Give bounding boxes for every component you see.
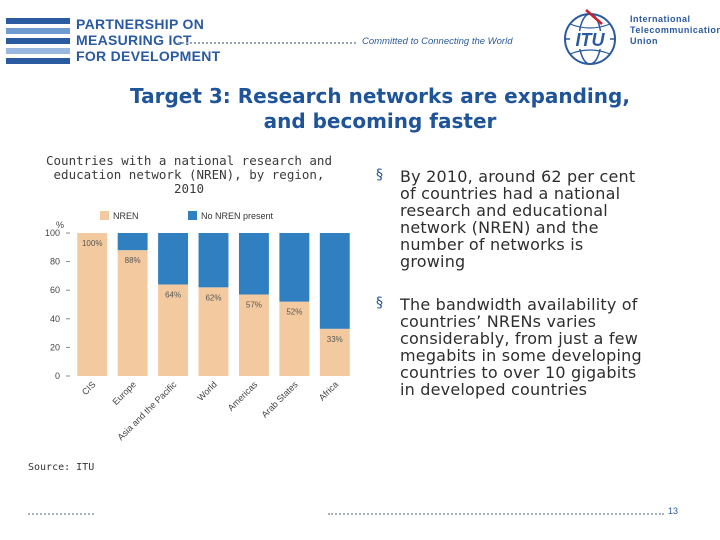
bar-segment (279, 233, 310, 302)
category-label: Arab States (259, 379, 300, 420)
chart-title-line: 2010 (173, 181, 205, 196)
bar-segment (158, 284, 189, 376)
y-tick-label: 60 (50, 285, 60, 295)
bullet-item: § The bandwidth availability of countrie… (374, 295, 714, 399)
bar-segment (117, 233, 148, 251)
bar-segment (158, 233, 189, 285)
logo-line: PARTNERSHIP ON (76, 16, 205, 32)
legend-swatch (100, 211, 109, 220)
legend-swatch (188, 211, 197, 220)
legend-label: No NREN present (201, 211, 274, 221)
partnership-logo-bars (6, 18, 70, 68)
bar-segment (77, 233, 108, 376)
data-label: 88% (125, 256, 141, 265)
bar-segment (198, 233, 229, 288)
chart-title-line: education network (NREN), by region, (53, 167, 325, 182)
bar-segment (238, 233, 269, 295)
bullet-line: countries’ NRENs varies (400, 312, 597, 331)
bar-segment (238, 294, 269, 376)
nren-stacked-bar-chart: % 0 20 40 60 80 100 NREN No NREN present 100% CIS 8… (45, 211, 350, 442)
itu-name: International Telecommunication Union (630, 14, 720, 47)
bullet-line: research and educational (400, 201, 608, 220)
chart-source: Source: ITU (28, 462, 95, 473)
logo-line: MEASURING ICT (76, 32, 192, 48)
y-tick-label: 100 (45, 228, 60, 238)
itu-line: Union (630, 36, 658, 46)
footer-dotted-rule-left (28, 513, 94, 515)
tagline: Committed to Connecting the World (362, 36, 513, 47)
slide-title-line: Target 3: Research networks are expandin… (130, 84, 630, 108)
bar-segment (319, 233, 350, 329)
data-label: 62% (205, 293, 221, 302)
bullet-line: growing (400, 252, 466, 271)
y-tick-label: 20 (50, 342, 60, 352)
category-label: Africa (317, 379, 340, 402)
bullet-line: network (NREN) and the (400, 218, 599, 237)
category-label: CIS (80, 379, 98, 397)
bullet-marker-icon: § (376, 295, 384, 311)
bullet-line: countries to over 10 gigabits (400, 363, 637, 382)
footer-dotted-rule-right (328, 513, 664, 515)
bullet-line: By 2010, around 62 per cent (400, 167, 636, 186)
bullet-marker-icon: § (376, 167, 384, 183)
category-label: World (195, 379, 219, 403)
y-tick-label: 40 (50, 314, 60, 324)
partnership-logo-text: PARTNERSHIP ON MEASURING ICT FOR DEVELOP… (76, 16, 221, 64)
chart-title-line: Countries with a national research and (46, 153, 332, 168)
data-label: 100% (82, 239, 102, 248)
data-label: 33% (327, 335, 343, 344)
bar-segment (319, 328, 350, 376)
category-label: Europe (110, 379, 138, 407)
slide-title-line: and becoming faster (263, 109, 497, 133)
itu-emblem-text: ITU (576, 30, 606, 50)
data-label: 52% (286, 308, 302, 317)
bullet-list: § By 2010, around 62 per cent of countri… (374, 167, 714, 399)
page-number: 13 (668, 506, 679, 516)
bullet-item: § By 2010, around 62 per cent of countri… (374, 167, 714, 271)
category-label: Americas (226, 379, 260, 413)
bullet-line: The bandwidth availability of (400, 295, 638, 314)
itu-line: Telecommunication (630, 25, 720, 35)
y-axis-unit: % (56, 220, 64, 230)
logo-bar (6, 48, 70, 54)
bullet-line: considerably, from just a few (400, 329, 638, 348)
header-dotted-rule (178, 42, 356, 44)
bar-segment (198, 287, 229, 376)
bar-segment (279, 301, 310, 376)
slide-title: Target 3: Research networks are expandin… (40, 84, 720, 134)
itu-line: International (630, 14, 691, 24)
logo-line: FOR DEVELOPMENT (76, 48, 221, 64)
itu-emblem-icon: ITU (564, 9, 616, 65)
bullet-line: in developed countries (400, 380, 588, 399)
data-label: 57% (246, 300, 262, 309)
logo-bar (6, 58, 70, 64)
bar-segment (117, 250, 148, 376)
y-tick-label: 0 (55, 371, 60, 381)
logo-bar (6, 28, 70, 34)
y-tick-label: 80 (50, 257, 60, 267)
logo-bar (6, 18, 70, 24)
bullet-line: number of networks is (400, 235, 584, 254)
legend-label: NREN (113, 211, 139, 221)
chart-title: Countries with a national research and e… (28, 154, 350, 196)
bullet-line: of countries had a national (400, 184, 621, 203)
bullet-line: megabits in some developing (400, 346, 642, 365)
logo-bar (6, 38, 70, 44)
data-label: 64% (165, 290, 181, 299)
